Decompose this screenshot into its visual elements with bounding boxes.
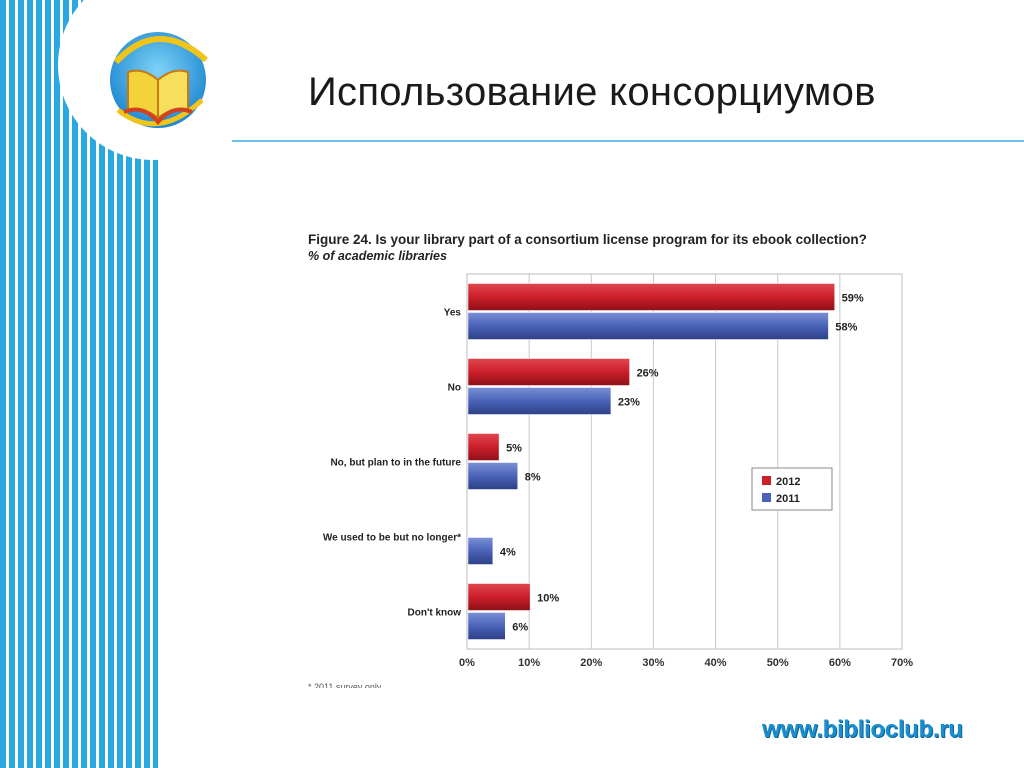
- data-label: 26%: [637, 368, 659, 380]
- bar-2012-1: [467, 358, 630, 386]
- data-label: 4%: [500, 547, 516, 559]
- bar-2012-2: [467, 433, 500, 461]
- data-label: 23%: [618, 397, 640, 409]
- title-divider: [232, 140, 1024, 142]
- book-logo-icon: [110, 32, 209, 128]
- x-tick-label: 0%: [459, 657, 475, 669]
- category-label: Don't know: [408, 608, 462, 619]
- x-tick-label: 70%: [891, 657, 913, 669]
- figure-panel: Figure 24. Is your library part of a con…: [300, 212, 930, 692]
- x-tick-label: 10%: [518, 657, 540, 669]
- legend-box: [751, 467, 833, 511]
- data-label: 58%: [835, 322, 857, 334]
- data-label: 10%: [537, 593, 559, 605]
- bar-2011-1: [467, 387, 612, 415]
- x-tick-label: 30%: [642, 657, 664, 669]
- data-label: 8%: [525, 472, 541, 484]
- legend-swatch-2011: [762, 493, 771, 502]
- bar-2011-2: [467, 462, 518, 490]
- website-link[interactable]: www.biblioclub.ru: [762, 716, 963, 743]
- category-label: Yes: [444, 308, 462, 319]
- data-label: 6%: [512, 622, 528, 634]
- bar-chart: 0% 10% 20% 30% 40% 50% 60% 70% Yes 59% 58% No 26% 23%…: [323, 273, 913, 669]
- figure-title: Figure 24. Is your library part of a con…: [308, 232, 867, 247]
- legend-label: 2011: [776, 493, 800, 505]
- category-label: We used to be but no longer*: [323, 533, 461, 544]
- bar-2011-4: [467, 612, 506, 640]
- bar-2012-4: [467, 583, 531, 611]
- category-label: No, but plan to in the future: [330, 458, 461, 469]
- figure-footnote: * 2011 survey only: [308, 682, 382, 688]
- x-tick-label: 60%: [829, 657, 851, 669]
- bar-2011-0: [467, 312, 829, 340]
- plot-frame: [466, 273, 903, 650]
- figure-subtitle: % of academic libraries: [308, 249, 447, 263]
- legend-label: 2012: [776, 476, 800, 488]
- x-tick-label: 20%: [580, 657, 602, 669]
- legend-swatch-2012: [762, 476, 771, 485]
- x-tick-label: 50%: [767, 657, 789, 669]
- bar-2012-0: [467, 283, 835, 311]
- bar-2011-3: [467, 537, 494, 565]
- category-label: No: [448, 383, 461, 394]
- data-label: 59%: [842, 293, 864, 305]
- slide-title: Использование консорциумов: [308, 70, 876, 114]
- x-tick-label: 40%: [705, 657, 727, 669]
- data-label: 5%: [506, 443, 522, 455]
